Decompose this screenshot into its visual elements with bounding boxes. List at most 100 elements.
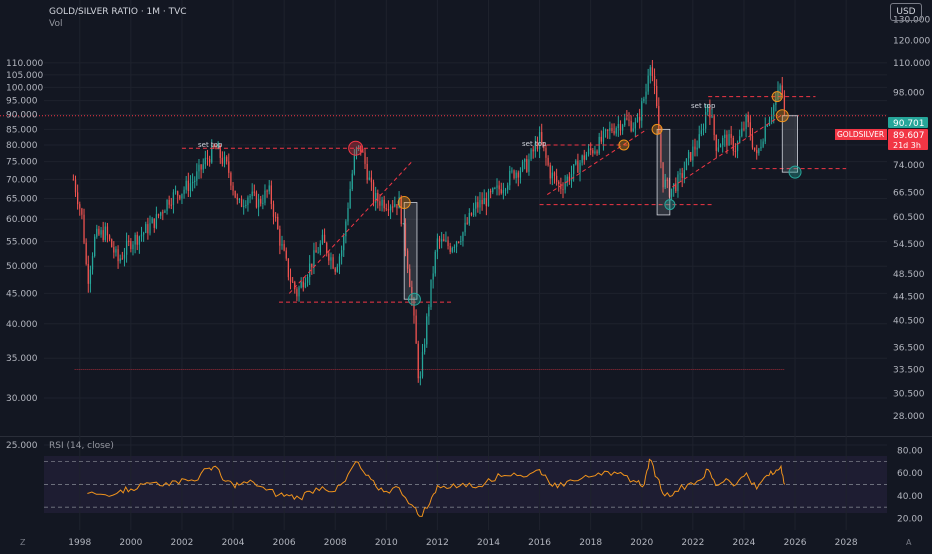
candle-body [421,351,424,377]
candle-body [509,170,511,186]
candle-body [543,142,545,149]
candle-body [113,247,115,253]
candle-body [575,160,577,165]
candle-body [266,190,268,192]
candle-body [489,191,492,193]
candle-body [91,256,94,270]
candle-body [234,190,236,198]
candle-body [413,299,415,316]
candle-body [321,234,324,244]
right-axis-label: 74.000 [893,161,925,171]
candle-body [219,145,221,158]
candle-body [187,180,189,191]
auto-scale-icon[interactable]: A [906,538,912,547]
candle-body [213,145,215,148]
candle-body [198,164,200,172]
candle-body [758,148,760,154]
right-axis-label: 66.500 [893,189,925,199]
rsi-axis-label: 20.00 [897,515,923,525]
candle-body [396,204,398,209]
break-circle-5 [775,109,789,123]
candle-body [357,145,360,148]
candle-body [764,125,766,142]
break-circle-4 [771,91,783,103]
candle-body [294,282,296,290]
candle-body [387,208,390,211]
right-axis-label: 60.500 [893,213,925,223]
candle-body [781,85,783,96]
candle-body [558,181,560,184]
axis-layer: 110.000 105.000 100.000 95.000 90.000 85.000 8… [6,16,930,548]
candle-body [604,129,607,132]
candle-body [741,128,743,137]
target-box-3 [781,115,798,173]
x-axis-label: 2006 [273,538,296,548]
candle-body [483,198,485,205]
candle-body [658,106,660,135]
candle-body [596,151,598,154]
target-box-2 [656,128,671,216]
candle-body [621,125,624,131]
candle-body [709,104,711,118]
candle-body [400,196,402,224]
rsi-title: RSI (14, close) [49,441,114,451]
candle-body [587,148,590,155]
candle-body [304,282,307,288]
candle-body [162,212,164,214]
candle-body [181,193,183,199]
candle-body [756,150,758,154]
candle-body [102,230,104,240]
candle-body [547,157,549,166]
candle-body [487,191,490,207]
candle-body [649,67,651,76]
candle-body [385,208,387,210]
candle-body [326,242,328,254]
candle-body [155,214,158,228]
candle-body [745,115,747,129]
candle-body [174,191,177,193]
candle-body [722,137,724,146]
candle-body [477,202,479,208]
currency-button[interactable]: USD [890,3,922,21]
candle-body [383,199,385,209]
candle-body [519,170,522,178]
candle-body [277,216,279,230]
timezone-icon[interactable]: Z [20,538,26,547]
candle-body [375,192,377,203]
candle-body [191,181,194,184]
candle-body [306,277,309,283]
right-axis-label: 120.000 [893,36,930,46]
left-axis-label: 105.000 [6,71,43,81]
candle-body [255,192,258,208]
target-circle-2 [664,199,676,211]
candle-body [696,147,698,150]
candle-body [549,165,551,179]
break-circle-1 [397,196,411,210]
candle-body [694,146,696,150]
left-axis-label: 25.000 [6,441,38,451]
left-axis-label: 65.000 [6,195,38,205]
candle-body [498,185,500,190]
candle-body [536,143,539,150]
candle-body [72,179,75,181]
candle-body [404,223,407,251]
candle-body [458,241,460,243]
right-axis-label: 36.500 [893,343,925,353]
candle-body [517,172,519,178]
candle-body [79,204,81,209]
x-axis-label: 2014 [477,538,500,548]
candle-body [724,134,726,138]
candle-body [170,204,172,206]
left-axis-label: 55.000 [6,238,38,248]
candle-body [662,162,664,188]
candle-body [581,155,583,163]
annotation-set-top-3: set top [691,102,716,110]
candle-body [377,192,379,202]
candle-body [328,253,330,261]
candle-body [287,258,290,278]
candle-body [679,173,681,175]
candle-body [262,202,264,204]
candle-body [449,246,451,252]
